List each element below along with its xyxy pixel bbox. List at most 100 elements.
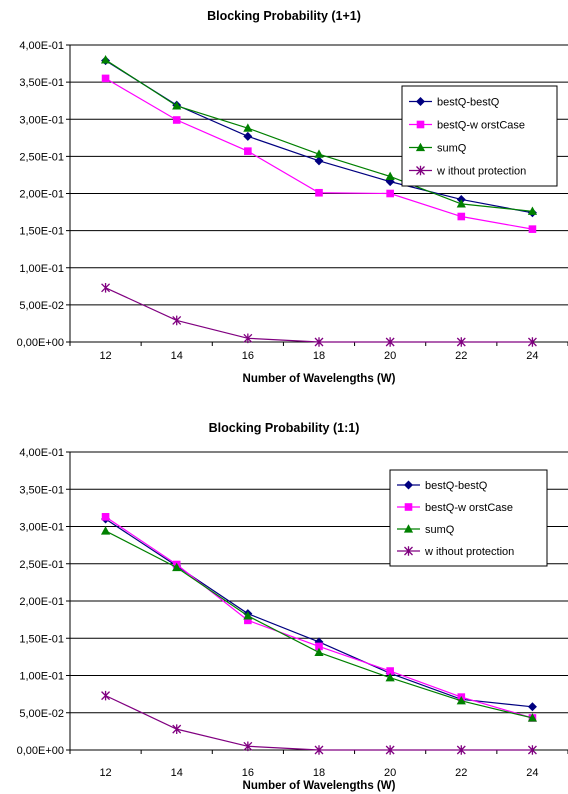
data-point bbox=[456, 199, 466, 208]
x-tick-label: 24 bbox=[526, 767, 538, 779]
x-tick-label: 18 bbox=[313, 350, 325, 362]
data-point bbox=[243, 333, 253, 344]
data-point bbox=[456, 337, 466, 347]
legend-label: bestQ-w orstCase bbox=[437, 120, 525, 132]
series-star bbox=[101, 282, 537, 347]
series-triangle bbox=[100, 55, 538, 215]
series-triangle bbox=[100, 526, 538, 722]
legend-item: bestQ-bestQ bbox=[397, 480, 488, 492]
data-point bbox=[314, 149, 324, 158]
x-tick-label: 16 bbox=[242, 350, 254, 362]
series-line bbox=[105, 287, 533, 343]
data-point bbox=[386, 189, 394, 198]
chart-blocking-probability-1to1: Blocking Probability (1:1) Number of Wav… bbox=[17, 421, 568, 792]
data-point bbox=[456, 745, 466, 755]
data-point bbox=[243, 123, 253, 132]
x-tick-label: 22 bbox=[455, 767, 467, 779]
data-point bbox=[314, 647, 324, 657]
y-tick-label: 3,00E-01 bbox=[19, 114, 64, 126]
y-tick-label: 3,50E-01 bbox=[19, 484, 64, 496]
legend-item: w ithout protection bbox=[397, 546, 514, 558]
data-point bbox=[527, 713, 538, 722]
y-tick-label: 3,50E-01 bbox=[19, 77, 64, 89]
x-tick-label: 16 bbox=[242, 767, 254, 779]
data-point bbox=[101, 513, 110, 521]
legend-label: sumQ bbox=[437, 143, 467, 155]
data-point bbox=[385, 672, 395, 682]
data-point bbox=[314, 156, 324, 166]
y-tick-label: 4,00E-01 bbox=[19, 40, 64, 52]
x-tick-label: 24 bbox=[526, 350, 538, 362]
legend-label: bestQ-w orstCase bbox=[425, 502, 513, 514]
data-point bbox=[100, 55, 111, 64]
legend-marker bbox=[404, 480, 413, 490]
y-tick-label: 1,50E-01 bbox=[19, 226, 64, 238]
legend-label: sumQ bbox=[425, 524, 455, 536]
x-tick-label: 20 bbox=[384, 767, 396, 779]
data-point bbox=[527, 337, 537, 347]
data-point bbox=[527, 745, 537, 755]
y-tick-label: 4,00E-01 bbox=[19, 447, 64, 459]
legend-marker bbox=[416, 120, 425, 129]
legend-marker bbox=[416, 165, 425, 176]
data-point bbox=[314, 745, 324, 755]
data-point bbox=[172, 562, 182, 572]
legend-item: bestQ-w orstCase bbox=[397, 502, 513, 514]
legend-item: bestQ-w orstCase bbox=[409, 120, 525, 132]
chart-title: Blocking Probability (1+1) bbox=[207, 9, 361, 23]
y-tick-label: 2,50E-01 bbox=[19, 151, 64, 163]
y-tick-label: 1,00E-01 bbox=[19, 671, 64, 683]
data-point bbox=[172, 315, 182, 326]
data-point bbox=[315, 642, 323, 651]
x-tick-label: 12 bbox=[99, 767, 111, 779]
legend: bestQ-bestQ bestQ-w orstCase sumQ w ithout … bbox=[401, 85, 558, 187]
y-tick-label: 5,00E-02 bbox=[19, 300, 64, 312]
x-tick-label: 12 bbox=[99, 350, 111, 362]
legend-marker bbox=[416, 97, 425, 106]
chart-blocking-probability-1plus1: Blocking Probability (1+1) Number of Wav… bbox=[17, 9, 568, 385]
x-axis-label: Number of Wavelengths (W) bbox=[243, 373, 396, 385]
data-point bbox=[315, 188, 323, 197]
data-point bbox=[385, 337, 395, 347]
data-point bbox=[527, 702, 537, 712]
y-tick-label: 2,00E-01 bbox=[19, 596, 64, 608]
data-point bbox=[457, 212, 466, 221]
data-point bbox=[172, 116, 181, 124]
series-star bbox=[101, 690, 537, 755]
data-point bbox=[456, 696, 466, 705]
y-tick-label: 1,50E-01 bbox=[19, 633, 64, 645]
data-point bbox=[101, 74, 110, 83]
legend-label: bestQ-bestQ bbox=[425, 480, 488, 492]
data-point bbox=[244, 616, 252, 625]
series-line bbox=[105, 695, 533, 751]
legend: bestQ-bestQ bestQ-w orstCase sumQ w ithout … bbox=[389, 469, 548, 567]
x-tick-label: 20 bbox=[384, 350, 396, 362]
legend-label: bestQ-bestQ bbox=[437, 97, 500, 109]
y-tick-label: 2,00E-01 bbox=[19, 189, 64, 201]
series-square bbox=[101, 74, 537, 233]
x-tick-label: 14 bbox=[171, 767, 183, 779]
y-tick-label: 2,50E-01 bbox=[19, 559, 64, 571]
x-axis-label: Number of Wavelengths (W) bbox=[243, 780, 396, 792]
data-point bbox=[172, 101, 182, 110]
data-point bbox=[385, 745, 395, 755]
legend-item: sumQ bbox=[397, 524, 455, 536]
legend-marker bbox=[415, 142, 426, 152]
data-point bbox=[101, 282, 111, 293]
data-point bbox=[243, 741, 253, 752]
legend-item: w ithout protection bbox=[409, 166, 526, 178]
chart-title: Blocking Probability (1:1) bbox=[209, 421, 360, 435]
data-point bbox=[243, 611, 253, 620]
y-tick-label: 3,00E-01 bbox=[19, 522, 64, 534]
data-point bbox=[101, 690, 111, 701]
data-point bbox=[385, 171, 395, 181]
y-tick-label: 5,00E-02 bbox=[19, 708, 64, 720]
x-tick-label: 18 bbox=[313, 767, 325, 779]
data-point bbox=[172, 724, 182, 734]
data-point bbox=[386, 667, 394, 675]
legend-label: w ithout protection bbox=[436, 166, 526, 178]
data-point bbox=[314, 337, 324, 347]
x-tick-label: 22 bbox=[455, 350, 467, 362]
y-tick-label: 0,00E+00 bbox=[17, 745, 64, 757]
legend-marker bbox=[403, 524, 414, 533]
